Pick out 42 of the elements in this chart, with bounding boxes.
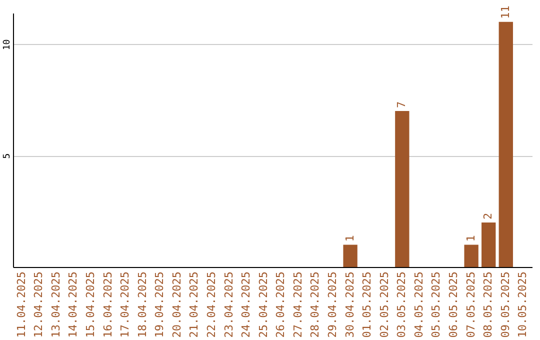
y-tick-label: 5	[2, 153, 12, 159]
x-tick-label: 29.04.2025	[326, 272, 340, 338]
x-tick-label: 23.04.2025	[222, 272, 236, 338]
y-tick-label: 10	[2, 39, 12, 50]
data-label: 1	[464, 235, 478, 242]
x-tick-label: 17.04.2025	[118, 272, 132, 338]
x-tick-label: 28.04.2025	[308, 272, 322, 338]
x-tick-label: 04.05.2025	[412, 272, 426, 338]
x-tick-label: 13.04.2025	[49, 272, 62, 338]
x-tick-label: 03.05.2025	[395, 272, 408, 338]
x-tick-label: 16.04.2025	[101, 272, 114, 338]
bar	[482, 222, 496, 267]
x-tick-label: 27.04.2025	[291, 272, 304, 338]
x-tick-label: 30.04.2025	[343, 272, 356, 338]
x-tick-label: 15.04.2025	[84, 272, 97, 338]
x-tick-label: 05.05.2025	[430, 272, 443, 338]
x-tick-label: 02.05.2025	[378, 272, 391, 338]
x-tick-label: 09.05.2025	[498, 272, 512, 338]
x-tick-label: 08.05.2025	[482, 272, 495, 338]
x-tick-label: 06.05.2025	[447, 272, 460, 338]
bar	[464, 244, 478, 267]
bar	[498, 22, 513, 267]
x-tick-label: 18.04.2025	[136, 272, 149, 338]
x-tick-label: 22.04.2025	[204, 272, 218, 338]
x-tick-label: 25.04.2025	[256, 272, 270, 338]
data-label: 1	[343, 235, 356, 242]
x-tick-label: 21.04.2025	[188, 272, 201, 338]
x-tick-label: 07.05.2025	[464, 272, 478, 338]
x-tick-label: 24.04.2025	[240, 272, 253, 338]
x-tick-label: 11.04.2025	[14, 272, 28, 338]
x-tick-label: 19.04.2025	[153, 272, 166, 338]
x-tick-label: 01.05.2025	[360, 272, 374, 338]
data-label: 7	[395, 101, 408, 108]
data-label: 11	[498, 6, 512, 19]
x-tick-label: 10.05.2025	[516, 272, 530, 338]
bar	[395, 111, 410, 267]
x-tick-label: 26.04.2025	[274, 272, 288, 338]
x-tick-label: 12.04.2025	[32, 272, 46, 338]
bar	[343, 244, 358, 267]
data-label: 2	[482, 212, 495, 220]
x-tick-label: 20.04.2025	[170, 272, 184, 338]
x-tick-label: 14.04.2025	[66, 272, 80, 338]
